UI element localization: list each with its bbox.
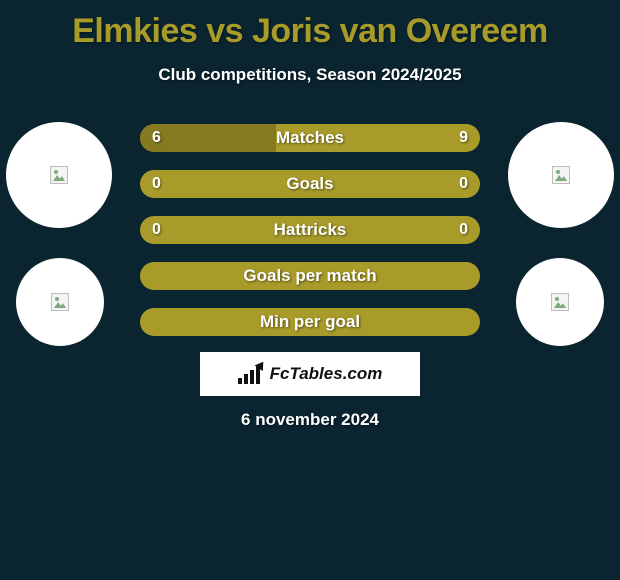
stat-bar-min-per-goal: Min per goal: [140, 308, 480, 336]
stat-label: Matches: [140, 124, 480, 152]
stat-label: Min per goal: [140, 308, 480, 336]
team-left-logo: [16, 258, 104, 346]
stat-value-right: 9: [459, 124, 468, 152]
stat-bar-matches: 6 Matches 9: [140, 124, 480, 152]
stat-bars: 6 Matches 9 0 Goals 0 0 Hattricks 0 Goal…: [140, 124, 480, 354]
date-label: 6 november 2024: [0, 410, 620, 430]
player-right-photo: [508, 122, 614, 228]
stat-label: Goals per match: [140, 262, 480, 290]
stat-bar-hattricks: 0 Hattricks 0: [140, 216, 480, 244]
brand-badge[interactable]: FcTables.com: [200, 352, 420, 396]
broken-image-icon: [50, 166, 68, 184]
stat-label: Goals: [140, 170, 480, 198]
page-title: Elmkies vs Joris van Overeem: [0, 0, 620, 51]
stat-value-right: 0: [459, 170, 468, 198]
stat-bar-goals: 0 Goals 0: [140, 170, 480, 198]
player-left-photo: [6, 122, 112, 228]
subtitle: Club competitions, Season 2024/2025: [0, 65, 620, 85]
brand-text: FcTables.com: [270, 364, 383, 384]
broken-image-icon: [551, 293, 569, 311]
stat-value-right: 0: [459, 216, 468, 244]
bars-arrow-icon: [238, 364, 264, 384]
team-right-logo: [516, 258, 604, 346]
stat-label: Hattricks: [140, 216, 480, 244]
broken-image-icon: [552, 166, 570, 184]
stat-bar-goals-per-match: Goals per match: [140, 262, 480, 290]
broken-image-icon: [51, 293, 69, 311]
